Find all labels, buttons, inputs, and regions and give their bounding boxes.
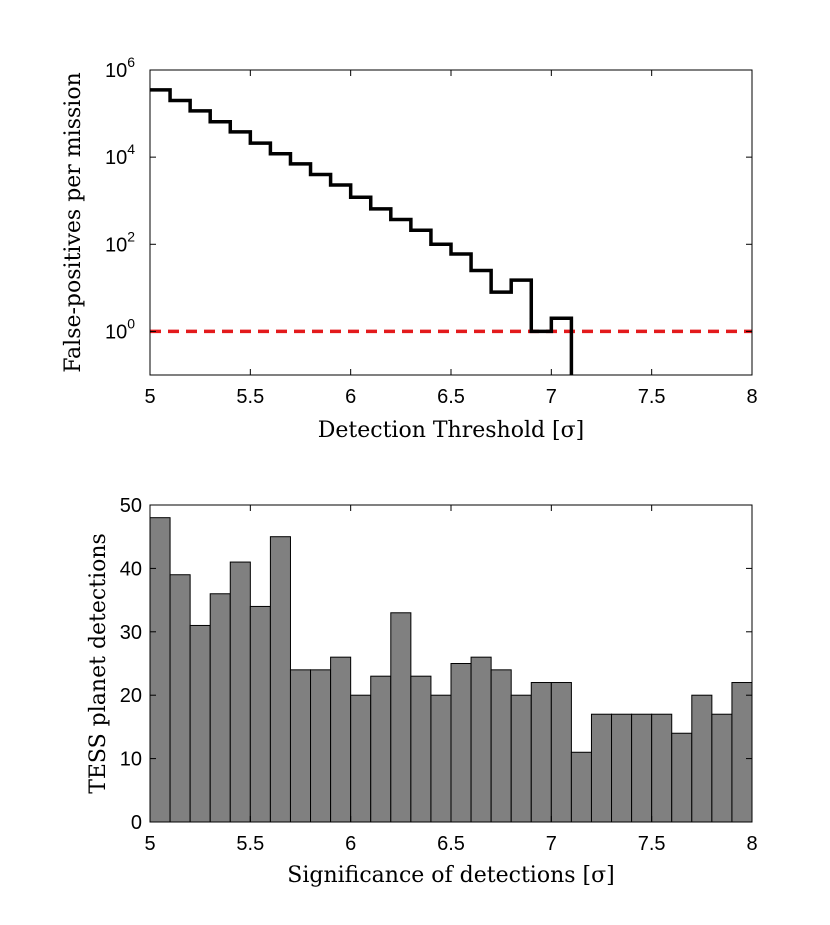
x-tick-label: 5.5 [236,386,264,408]
histogram-bar [350,694,372,823]
detections-panel: 5 5.5 6 6.5 7 7.5 8 0 10 20 30 40 50 Significance of… [86,495,758,888]
x-tick-label: 5.5 [236,833,264,855]
plot-area [150,88,752,375]
histogram-bar [209,593,231,823]
histogram-bar [510,694,532,823]
axes-frame [149,69,753,376]
histogram-bar [269,536,291,823]
y-tick-label: 50 [120,495,142,517]
histogram-bar [530,682,552,823]
plot-area [149,517,753,823]
y-tick-label: 10 [120,749,142,771]
histogram-bar [169,574,191,823]
histogram-bar [249,605,271,823]
histogram-bar [570,751,592,823]
histogram-bar [590,713,613,823]
axis-ticks: 5 5.5 6 6.5 7 7.5 8 0 10 20 30 40 50 [120,495,758,855]
x-tick-label: 8 [746,833,757,855]
y-axis-title: TESS planet detections [86,533,111,794]
x-tick-label: 6 [345,833,356,855]
y-tick-label: 30 [120,622,142,644]
histogram-bar [490,669,512,823]
y-tick-label: 104 [105,141,135,169]
x-tick-label: 7 [546,833,557,855]
x-tick-label: 6 [345,386,356,408]
x-axis-title: Detection Threshold [σ] [318,418,585,443]
x-tick-label: 7.5 [638,386,666,408]
histogram-bar [330,656,352,823]
histogram-bar [289,669,312,823]
histogram-bar [390,612,412,823]
histogram-bar [149,517,171,823]
histogram-bar [450,663,472,823]
axis-ticks: 5 5.5 6 6.5 7 7.5 8 100 102 104 106 [105,54,758,408]
y-axis-title: False-positives per mission [61,72,86,372]
histogram-bar [631,713,653,823]
y-tick-label: 100 [105,315,135,343]
x-tick-label: 7 [546,386,557,408]
x-tick-label: 5 [144,833,155,855]
y-tick-label: 106 [105,54,135,82]
histogram-bar [310,669,332,823]
x-tick-label: 6.5 [437,833,465,855]
y-tick-label: 0 [131,812,142,834]
y-tick-label: 102 [105,228,135,256]
histogram-bar [671,732,693,823]
false-positives-panel: 5 5.5 6 6.5 7 7.5 8 100 102 104 106 Detection Thre… [61,54,758,443]
histogram-bar [430,694,452,823]
false-positive-step-line [150,88,574,375]
x-tick-label: 7.5 [638,833,666,855]
histogram-bar [470,656,492,823]
histogram-bar [731,682,753,823]
y-tick-label: 40 [120,558,142,580]
x-tick-label: 8 [746,386,757,408]
x-tick-label: 5 [144,386,155,408]
x-axis-title: Significance of detections [σ] [287,863,614,888]
histogram-bar [651,713,673,823]
histogram-bar [711,713,733,823]
histogram-bar [691,694,713,823]
histogram-bar [370,675,392,823]
histogram-bar [611,713,633,823]
x-tick-label: 6.5 [437,386,465,408]
y-tick-label: 20 [120,685,142,707]
histogram-bar [229,561,251,823]
histogram-bar [550,682,572,823]
histogram-bar [189,624,211,823]
histogram-bar [410,675,432,823]
